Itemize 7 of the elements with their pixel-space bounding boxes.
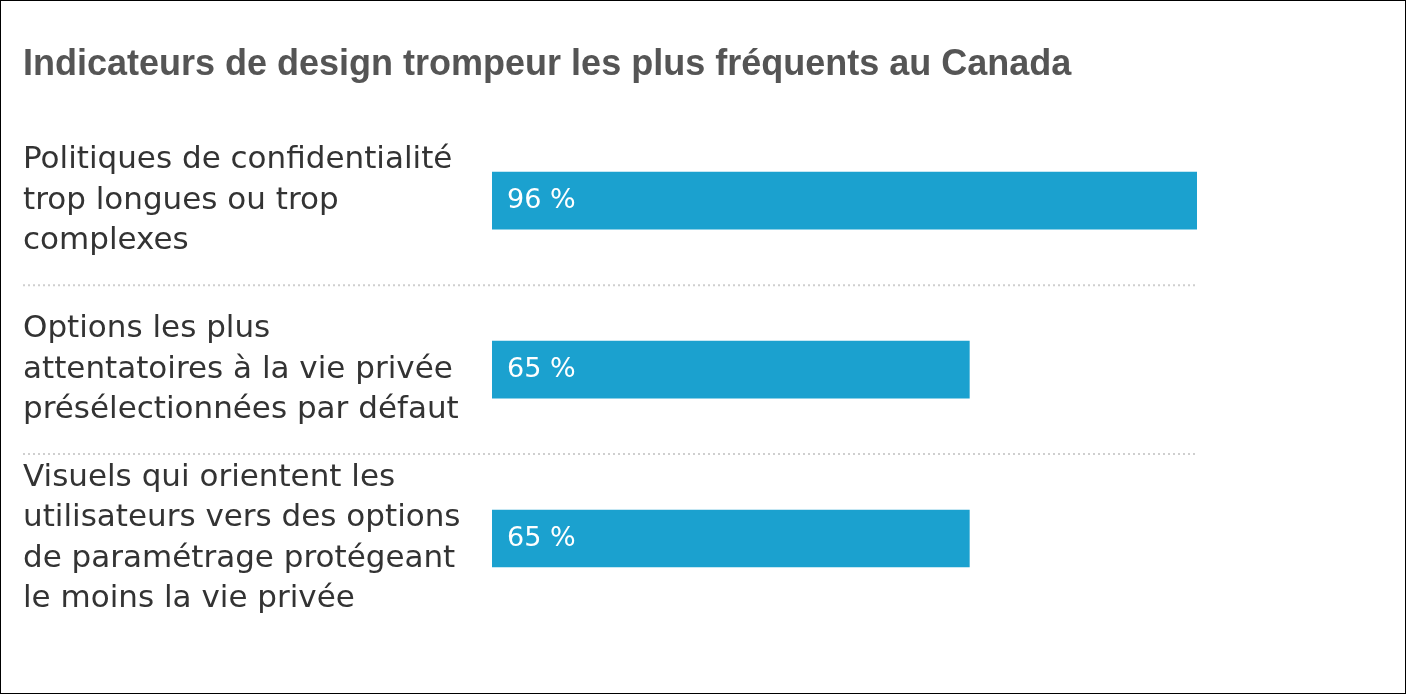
data-label: 96 % — [507, 182, 576, 214]
y-tick-label: Options les plus attentatoires à la vie privée présélectionnées par défaut — [23, 308, 459, 425]
y-tick-label: Politiques de confidentialité trop longues ou trop complexes — [23, 139, 453, 257]
y-tick-label: Visuels qui orientent les utilisateurs vers des options de paramétrage protégeant le moins la vie privée — [23, 457, 461, 615]
chart-title: Indicateurs de design trompeur les plus fréquents au Canada — [23, 41, 1073, 83]
data-label: 65 % — [507, 351, 576, 383]
data-label: 65 % — [507, 520, 576, 552]
